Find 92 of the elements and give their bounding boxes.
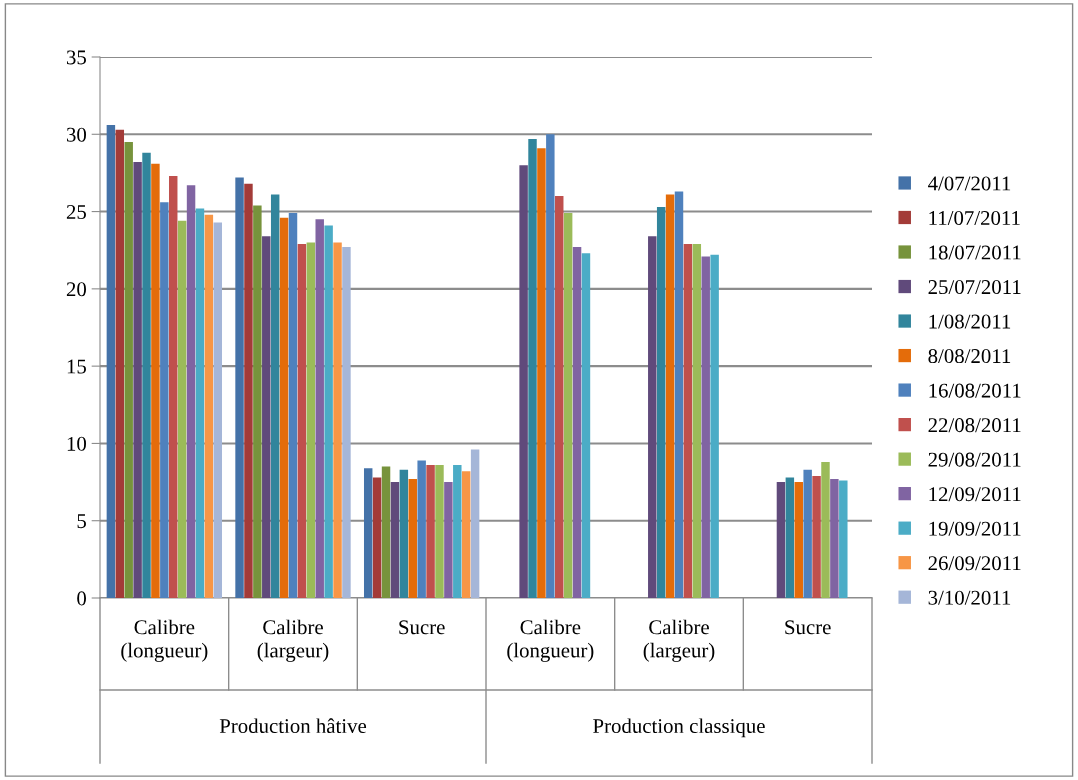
x-tick-label: Calibre (largeur): [643, 619, 715, 662]
legend-label: 26/09/2011: [928, 556, 1021, 571]
bar: [674, 191, 684, 598]
bar: [563, 213, 573, 598]
bar: [519, 165, 528, 598]
bar: [665, 194, 675, 598]
legend-label: 22/08/2011: [928, 418, 1021, 433]
legend-label: 18/07/2011: [929, 245, 1021, 260]
legend-label: 3/10/2011: [928, 590, 1011, 605]
bar: [776, 482, 786, 598]
bar: [453, 465, 462, 598]
legend-label: 16/08/2011: [929, 383, 1021, 398]
bar: [581, 253, 591, 598]
bar: [244, 183, 253, 598]
bar: [692, 244, 702, 598]
y-tick-label: 0: [77, 591, 87, 606]
bar: [262, 236, 271, 598]
x-tick-label: Calibre (longueur): [121, 619, 208, 662]
bar: [555, 196, 564, 598]
bar: [785, 477, 795, 598]
bar: [213, 222, 223, 598]
bar: [803, 469, 812, 598]
bar: [794, 482, 803, 598]
bar: [324, 225, 333, 598]
bar: [426, 465, 435, 598]
bar: [656, 206, 666, 598]
legend-label: 29/08/2011: [928, 452, 1021, 467]
bar: [683, 244, 693, 598]
y-tick-label: 10: [67, 436, 87, 451]
bar: [106, 125, 116, 598]
bar: [399, 469, 409, 598]
y-tick-label: 30: [66, 127, 87, 142]
legend-label: 4/07/2011: [928, 176, 1011, 191]
bar: [297, 244, 307, 598]
legend-label: 1/08/2011: [929, 314, 1011, 329]
bar: [333, 242, 342, 598]
bar: [124, 142, 133, 598]
y-tick-label: 20: [66, 282, 87, 297]
bar: [537, 148, 546, 598]
bar: [306, 242, 316, 598]
bar: [115, 129, 125, 598]
y-tick-label: 15: [67, 359, 86, 374]
bar: [417, 460, 426, 598]
text: Production hâtive: [219, 718, 367, 734]
bar: [288, 213, 298, 598]
bar: [546, 134, 555, 598]
bar: [177, 220, 187, 598]
legend-label: 25/07/2011: [928, 280, 1021, 295]
bar: [142, 152, 151, 598]
bar: [169, 176, 178, 598]
bar: [821, 461, 830, 598]
bar: [648, 236, 657, 598]
bar: [195, 208, 205, 598]
bar: [830, 478, 839, 598]
bar: [186, 185, 196, 598]
bar: [528, 138, 537, 598]
bar: [342, 247, 351, 598]
y-tick-label: 25: [66, 205, 86, 219]
bar: [461, 471, 471, 598]
bar: [408, 478, 417, 598]
bar: [270, 194, 280, 598]
text: Production classique: [593, 718, 765, 738]
bar: [470, 449, 480, 598]
bar: [363, 468, 373, 598]
bar: [572, 247, 582, 598]
legend-label: 19/09/2011: [929, 521, 1021, 536]
bar: [204, 214, 214, 598]
bar: [381, 466, 391, 598]
legend-label: 11/07/2011: [929, 210, 1020, 226]
bar: [315, 219, 324, 598]
bar: [235, 177, 244, 598]
bar: [253, 205, 262, 598]
bar: [151, 163, 160, 598]
x-tick-label: Sucre: [399, 620, 445, 635]
bar: [701, 256, 710, 598]
y-tick-label: 5: [77, 514, 86, 529]
bar: [710, 254, 719, 598]
bar: [160, 202, 169, 598]
bar: [390, 482, 400, 598]
bar: [279, 217, 289, 598]
x-tick-label: Calibre (longueur): [507, 619, 594, 662]
x-tick-label: Calibre (largeur): [257, 619, 329, 662]
y-tick-label: 35: [66, 50, 86, 65]
bar: [812, 475, 821, 598]
legend-label: 12/09/2011: [929, 487, 1021, 502]
x-tick-label: Sucre: [785, 620, 831, 635]
legend-label: 8/08/2011: [928, 349, 1011, 364]
bar: [444, 482, 453, 598]
bar: [435, 465, 444, 598]
bar: [839, 480, 848, 598]
bar: [372, 477, 382, 598]
bar: [133, 162, 142, 598]
